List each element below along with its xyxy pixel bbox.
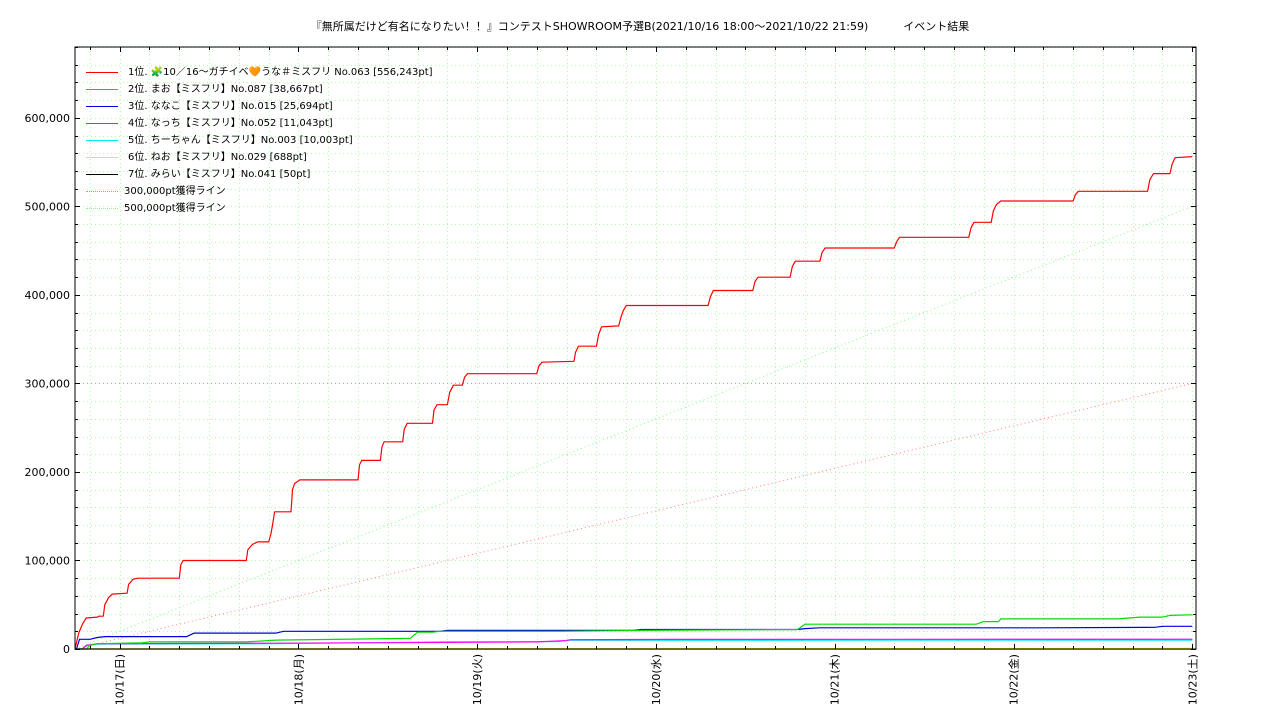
legend-swatch-4	[86, 123, 118, 124]
legend-label-ref-300k: 300,000pt獲得ライン	[124, 186, 226, 197]
legend-label-4: 4位. なっち【ミスフリ】No.052 [11,043pt]	[128, 118, 333, 129]
legend-label-1: 1位. 🧩10／16〜ガチイベ🧡うな＃ミスフリ No.063 [556,243p…	[128, 67, 433, 78]
reference-line-1	[74, 382, 1193, 650]
x-tick-label: 10/21(木)	[829, 654, 842, 705]
legend-swatch-5	[86, 140, 118, 141]
legend-swatch-ref-500k	[86, 208, 118, 209]
legend-item-1: 1位. 🧩10／16〜ガチイベ🧡うな＃ミスフリ No.063 [556,243p…	[86, 64, 433, 81]
legend-swatch-1	[86, 72, 118, 73]
legend-swatch-ref-300k	[86, 191, 118, 192]
legend-item-5: 5位. ちーちゃん【ミスフリ】No.003 [10,003pt]	[86, 132, 433, 149]
legend-swatch-7	[86, 174, 118, 175]
series-line-1	[74, 156, 1193, 650]
legend-item-4: 4位. なっち【ミスフリ】No.052 [11,043pt]	[86, 115, 433, 132]
legend-item-ref-500k: 500,000pt獲得ライン	[86, 200, 433, 217]
chart-title: 『無所属だけど有名になりたい！！』コンテストSHOWROOM予選B(2021/1…	[0, 18, 1280, 34]
x-tick-label: 10/17(日)	[114, 654, 127, 705]
y-tick-label: 200,000	[25, 466, 71, 479]
legend-label-6: 6位. ねお【ミスフリ】No.029 [688pt]	[128, 152, 307, 163]
chart-title-main: 『無所属だけど有名になりたい！！』コンテストSHOWROOM予選B(2021/1…	[310, 20, 869, 33]
y-tick-label: 0	[63, 643, 70, 656]
x-tick-labels: 10/17(日) 10/18(月) 10/19(火) 10/20(水) 10/21(木)…	[114, 654, 1200, 705]
x-tick-label: 10/18(月)	[292, 654, 305, 705]
series-line-4	[75, 638, 1193, 650]
legend-label-2: 2位. まお【ミスフリ】No.087 [38,667pt]	[128, 84, 323, 95]
y-tick-label: 100,000	[25, 554, 71, 567]
x-tick-label: 10/20(水)	[650, 654, 663, 705]
legend-label-3: 3位. ななこ【ミスフリ】No.015 [25,694pt]	[128, 101, 333, 112]
y-tick-label: 600,000	[25, 112, 71, 125]
reference-line-2	[74, 205, 1193, 650]
legend-item-7: 7位. みらい【ミスフリ】No.041 [50pt]	[86, 166, 433, 183]
y-tick-labels: 0 100,000 200,000 300,000 400,000 500,000 600,…	[25, 112, 71, 656]
legend-item-3: 3位. ななこ【ミスフリ】No.015 [25,694pt]	[86, 98, 433, 115]
legend: 1位. 🧩10／16〜ガチイベ🧡うな＃ミスフリ No.063 [556,243p…	[86, 64, 433, 217]
legend-swatch-6	[86, 157, 118, 158]
series-line-2	[75, 614, 1193, 650]
legend-swatch-2	[86, 89, 118, 90]
legend-label-5: 5位. ちーちゃん【ミスフリ】No.003 [10,003pt]	[128, 135, 353, 146]
y-tick-label: 400,000	[25, 289, 71, 302]
chart-subtitle: イベント結果	[903, 20, 970, 33]
axis-ticks	[75, 47, 1196, 650]
x-tick-label: 10/22(金)	[1007, 654, 1021, 705]
legend-label-7: 7位. みらい【ミスフリ】No.041 [50pt]	[128, 169, 311, 180]
legend-item-ref-300k: 300,000pt獲得ライン	[86, 183, 433, 200]
legend-item-2: 2位. まお【ミスフリ】No.087 [38,667pt]	[86, 81, 433, 98]
series-line-3	[75, 625, 1193, 650]
x-tick-label: 10/23(土)	[1186, 654, 1199, 705]
series-lines	[74, 156, 1193, 650]
y-tick-label: 300,000	[25, 377, 71, 390]
x-tick-label: 10/19(火)	[471, 654, 484, 705]
reference-lines	[74, 205, 1196, 650]
y-tick-label: 500,000	[25, 200, 71, 213]
legend-item-6: 6位. ねお【ミスフリ】No.029 [688pt]	[86, 149, 433, 166]
legend-swatch-3	[86, 106, 118, 107]
legend-label-ref-500k: 500,000pt獲得ライン	[124, 203, 226, 214]
